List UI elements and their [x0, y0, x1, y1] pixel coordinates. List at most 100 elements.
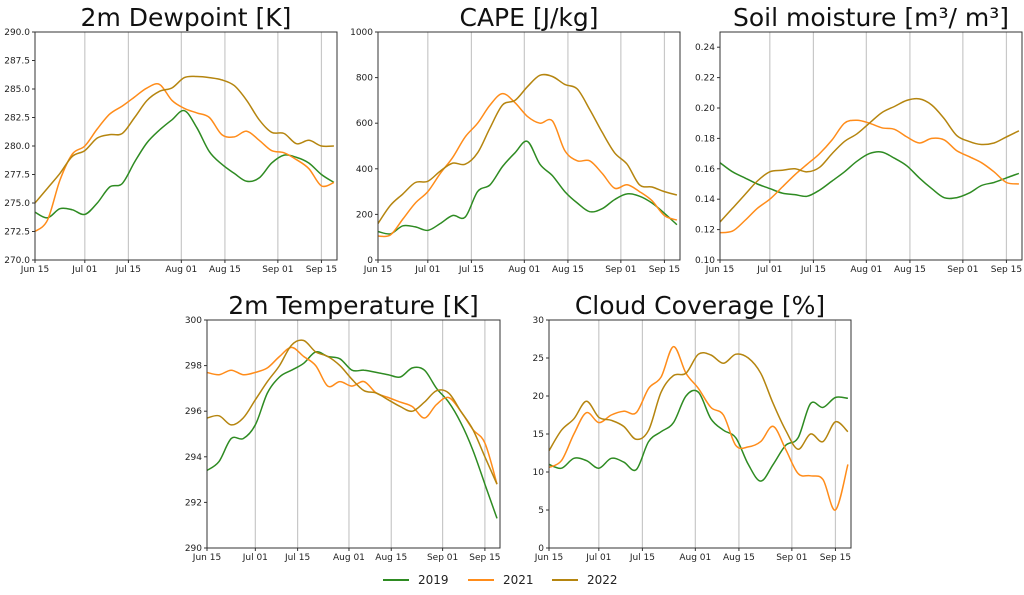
series-line-2022 — [206, 339, 498, 485]
series-line-2021 — [206, 346, 498, 485]
x-tick-label: Sep 15 — [306, 265, 337, 275]
x-tick-label: Aug 15 — [209, 265, 241, 275]
y-tick-label: 400 — [356, 165, 373, 175]
series-line-2019 — [719, 151, 1020, 200]
x-tick-label: Jun 15 — [192, 553, 221, 563]
x-tick-label: Sep 01 — [776, 553, 807, 563]
axes-frame — [377, 31, 681, 261]
subplot-title: 2m Dewpoint [K] — [81, 3, 292, 32]
series-line-2021 — [377, 92, 678, 238]
series-line-2022 — [548, 351, 849, 452]
series-line-2019 — [548, 389, 848, 482]
y-tick-label: 296 — [185, 407, 202, 417]
y-tick-label: 287.5 — [4, 57, 30, 67]
y-tick-label: 0.10 — [695, 256, 715, 266]
x-tick-label: Aug 01 — [679, 553, 711, 563]
y-tick-label: 290 — [185, 544, 202, 554]
x-tick-label: Jul 01 — [756, 265, 782, 275]
y-tick-label: 25 — [533, 354, 544, 364]
subplot-title: Cloud Coverage [%] — [575, 291, 825, 320]
series-line-2021 — [548, 345, 849, 511]
x-tick-label: Jul 01 — [71, 265, 97, 275]
y-tick-label: 30 — [533, 316, 545, 326]
x-tick-label: Jul 15 — [629, 553, 655, 563]
subplot-4: Cloud Coverage [%] Jun 15 Jul 01 Jul 15 Aug … — [533, 291, 852, 563]
y-tick-label: 0.14 — [695, 195, 715, 205]
subplot-1: CAPE [J/kg] Jun 15 Jul 01 Jul 15 Aug 01 Aug 1… — [350, 3, 681, 275]
x-tick-label: Sep 01 — [947, 265, 978, 275]
y-tick-label: 0.18 — [695, 134, 715, 144]
y-tick-label: 0.16 — [695, 165, 715, 175]
y-tick-label: 10 — [533, 468, 545, 478]
legend-label: 2021 — [503, 573, 534, 587]
legend: 2019 2021 2022 — [383, 573, 618, 587]
y-tick-label: 290.0 — [4, 28, 30, 38]
x-tick-label: Jun 15 — [363, 265, 392, 275]
x-tick-label: Sep 01 — [605, 265, 636, 275]
x-tick-label: Jun 15 — [705, 265, 734, 275]
series-line-2019 — [377, 140, 678, 235]
x-tick-label: Aug 01 — [333, 553, 365, 563]
x-tick-label: Jul 15 — [800, 265, 826, 275]
y-tick-label: 294 — [185, 453, 202, 463]
series-line-2021 — [34, 83, 335, 233]
subplot-title: Soil moisture [m³/ m³] — [733, 3, 1009, 32]
y-tick-label: 800 — [356, 74, 373, 84]
x-tick-label: Sep 01 — [427, 553, 458, 563]
x-tick-label: Aug 01 — [508, 265, 540, 275]
y-tick-label: 282.5 — [4, 114, 30, 124]
x-tick-label: Jul 15 — [458, 265, 484, 275]
x-tick-label: Jul 01 — [242, 553, 268, 563]
legend-label: 2022 — [587, 573, 618, 587]
x-tick-label: Jul 15 — [284, 553, 310, 563]
y-tick-label: 300 — [185, 316, 202, 326]
y-tick-label: 20 — [533, 392, 545, 402]
legend-label: 2019 — [418, 573, 449, 587]
subplot-title: 2m Temperature [K] — [228, 291, 478, 320]
x-tick-label: Aug 01 — [850, 265, 882, 275]
y-tick-label: 270.0 — [4, 256, 30, 266]
axes-frame — [34, 31, 338, 261]
x-tick-label: Jul 01 — [585, 553, 611, 563]
series-line-2022 — [34, 75, 334, 204]
subplot-3: 2m Temperature [K] Jun 15 Jul 01 Jul 15 Aug … — [185, 291, 501, 563]
x-tick-label: Aug 15 — [894, 265, 926, 275]
x-tick-label: Aug 01 — [165, 265, 197, 275]
y-tick-label: 600 — [356, 119, 373, 129]
y-tick-label: 0.12 — [695, 226, 715, 236]
y-tick-label: 0 — [367, 256, 373, 266]
x-tick-label: Jun 15 — [534, 553, 563, 563]
y-tick-label: 272.5 — [4, 228, 30, 238]
series-line-2022 — [719, 97, 1020, 223]
y-tick-label: 5 — [538, 506, 544, 516]
x-tick-label: Jul 15 — [115, 265, 141, 275]
series-line-2021 — [719, 119, 1020, 234]
series-line-2022 — [377, 73, 678, 224]
y-tick-label: 0.22 — [695, 74, 715, 84]
y-tick-label: 1000 — [350, 28, 373, 38]
x-tick-label: Aug 15 — [375, 553, 407, 563]
y-tick-label: 292 — [185, 498, 202, 508]
x-tick-label: Sep 15 — [991, 265, 1022, 275]
axes-frame — [719, 31, 1023, 261]
x-tick-label: Aug 15 — [723, 553, 755, 563]
x-tick-label: Aug 15 — [552, 265, 584, 275]
y-tick-label: 0.24 — [695, 43, 715, 53]
subplot-0: 2m Dewpoint [K] Jun 15 Jul 01 Jul 15 Aug 01 A… — [4, 3, 338, 275]
axes-frame — [206, 319, 501, 549]
x-tick-label: Sep 15 — [469, 553, 500, 563]
y-tick-label: 277.5 — [4, 171, 30, 181]
x-tick-label: Sep 01 — [262, 265, 293, 275]
y-tick-label: 280.0 — [4, 142, 30, 152]
x-tick-label: Jul 01 — [414, 265, 440, 275]
y-tick-label: 15 — [533, 430, 544, 440]
x-tick-label: Jun 15 — [20, 265, 49, 275]
y-tick-label: 200 — [356, 210, 373, 220]
series-line-2019 — [206, 350, 498, 519]
y-tick-label: 285.0 — [4, 85, 30, 95]
x-tick-label: Sep 15 — [649, 265, 680, 275]
y-tick-label: 0.20 — [695, 104, 715, 114]
subplot-2: Soil moisture [m³/ m³] Jun 15 Jul 01 Jul 15… — [695, 3, 1023, 275]
series-line-2019 — [34, 109, 335, 219]
